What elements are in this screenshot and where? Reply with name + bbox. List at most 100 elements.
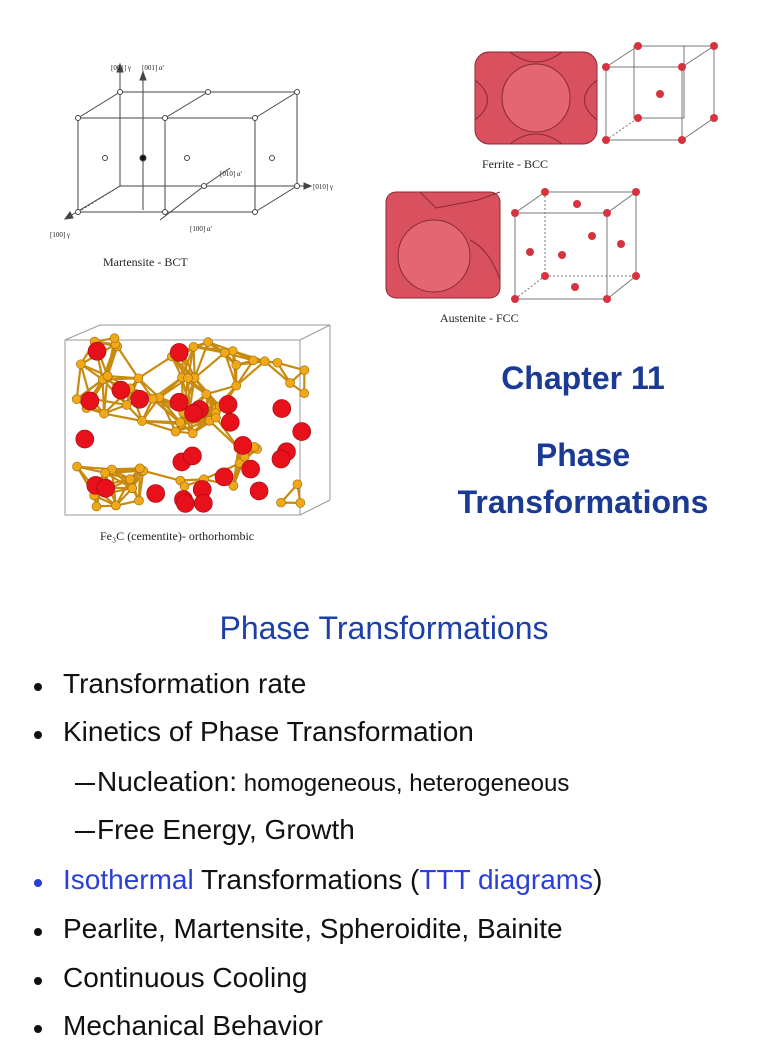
lattice-shape [134, 374, 143, 383]
bullet-text: Pearlite, Martensite, Spheroidite, Baini… [63, 913, 563, 944]
lattice-shape [228, 347, 237, 356]
lattice-shape [300, 366, 309, 375]
bullet-text: Mechanical Behavior [63, 1010, 323, 1041]
title-line: Transformations [420, 484, 746, 521]
lattice-shape [194, 494, 212, 512]
lattice-shape [76, 360, 85, 369]
bullet-dot [34, 1025, 42, 1033]
bullet-dot [34, 879, 42, 887]
lattice-shape [135, 496, 144, 505]
bullet-dot [34, 977, 42, 985]
lattice-shape [73, 462, 82, 471]
cementite-figure [65, 325, 330, 515]
lattice-shape [220, 348, 229, 357]
axis-label: [010] γ [313, 183, 333, 191]
lattice-shape [76, 430, 94, 448]
bullet-text: Free Energy, Growth [97, 814, 355, 845]
bullet: Continuous Cooling [63, 962, 307, 994]
lattice-shape [138, 357, 171, 379]
lattice-shape [234, 436, 252, 454]
lattice-shape [131, 390, 149, 408]
lattice-shape [232, 381, 241, 390]
axis-label: [001] α' [142, 64, 164, 72]
lattice-shape [126, 475, 135, 484]
axis-label: [100] γ [50, 231, 70, 239]
lattice-shape [147, 484, 165, 502]
sub-bullet: Nucleation: homogeneous, heterogeneous [97, 766, 569, 798]
bullet-text: Isothermal [63, 864, 194, 895]
lattice-shape [204, 338, 213, 347]
ferrite-figure [475, 42, 718, 144]
bullet-text: TTT diagrams [419, 864, 593, 895]
bullet-dash [75, 831, 95, 833]
lattice-shape [188, 429, 197, 438]
lattice-shape [99, 409, 108, 418]
lattice-shape [293, 480, 302, 489]
bullet-text: Continuous Cooling [63, 962, 307, 993]
lattice-shape [148, 394, 157, 403]
bullet: Isothermal Transformations (TTT diagrams… [63, 864, 602, 896]
lattice-shape [185, 404, 203, 422]
lattice-shape [117, 347, 138, 379]
lattice-shape [293, 423, 311, 441]
lattice-shape [249, 356, 258, 365]
caption: Martensite - BCT [103, 255, 188, 269]
lattice-shape [135, 464, 144, 473]
bullet-text: Transformations ( [194, 864, 420, 895]
lattice-shape [219, 396, 237, 414]
bullet-dot [34, 731, 42, 739]
bullet-text: homogeneous, heterogeneous [237, 770, 569, 797]
bullet-dash [75, 783, 95, 785]
lattice-shape [128, 484, 137, 493]
lattice-shape [232, 360, 241, 369]
lattice-shape [183, 374, 192, 383]
lattice-shape [101, 468, 110, 477]
lattice-shape [88, 342, 106, 360]
bullet-dot [34, 928, 42, 936]
bullet: Kinetics of Phase Transformation [63, 716, 474, 748]
caption: Ferrite - BCC [482, 157, 548, 171]
lattice-shape [77, 364, 81, 399]
axis-label: [001] γ [111, 64, 131, 72]
bullet-dot [34, 683, 42, 691]
lattice-shape [273, 358, 282, 367]
lattice-shape [112, 381, 130, 399]
lattice-shape [176, 418, 185, 427]
lattice-shape [273, 400, 291, 418]
lattice-shape [180, 482, 189, 491]
figures: [001] γ [001] α' [010] α' [010] γ [100] … [0, 0, 768, 560]
lattice-shape [122, 400, 131, 409]
bullet: Transformation rate [63, 668, 306, 700]
lattice-shape [202, 390, 211, 399]
lattice-shape [111, 501, 120, 510]
lattice-shape [92, 502, 101, 511]
bullet: Pearlite, Martensite, Spheroidite, Baini… [63, 913, 563, 945]
lattice-shape [176, 494, 194, 512]
lattice-shape [242, 460, 260, 478]
lattice-shape [215, 468, 233, 486]
sub-bullet: Free Energy, Growth [97, 814, 355, 846]
lattice-shape [142, 421, 180, 422]
lattice-shape [171, 427, 180, 436]
lattice-shape [189, 342, 198, 351]
lattice-shape [183, 447, 201, 465]
bullet-text: Transformation rate [63, 668, 306, 699]
lattice-shape [143, 471, 180, 481]
title-line: Phase [420, 437, 746, 474]
lattice-shape [277, 498, 286, 507]
bullet-text: Nucleation: [97, 766, 237, 797]
caption: Austenite - FCC [440, 311, 519, 325]
bullet-text: ) [593, 864, 602, 895]
heading: Phase Transformations [0, 610, 768, 647]
lattice-shape [81, 392, 99, 410]
lattice-shape [250, 482, 268, 500]
lattice-shape [170, 393, 188, 411]
axis-label: [010] α' [220, 170, 242, 178]
martensite-figure [65, 64, 311, 220]
bullet-text: Kinetics of Phase Transformation [63, 716, 474, 747]
lattice-shape [138, 417, 147, 426]
lattice-shape [296, 498, 305, 507]
caption: Fe₃C (cementite)- orthorhombic [100, 529, 254, 543]
lattice-shape [300, 389, 309, 398]
